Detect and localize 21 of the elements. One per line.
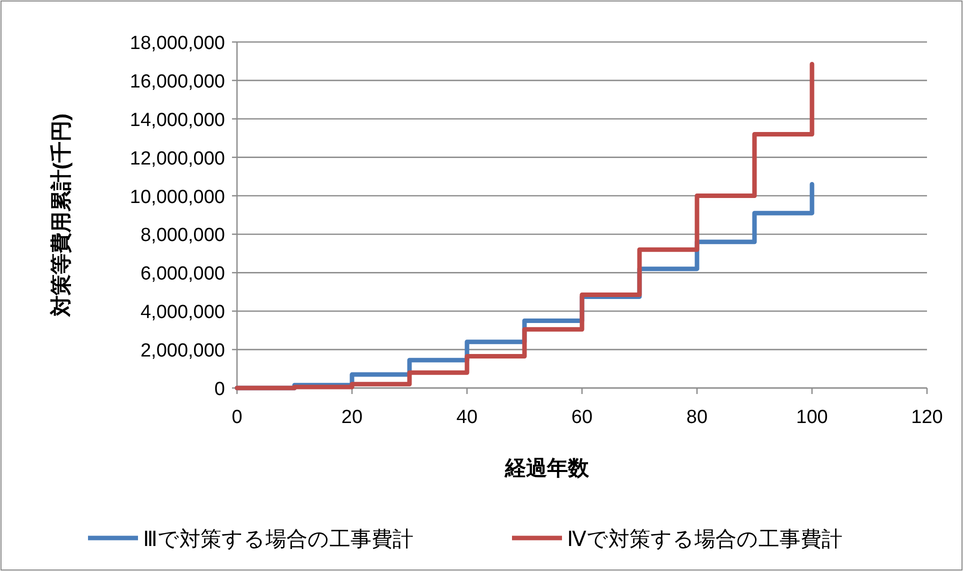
x-tick-label: 40 (456, 407, 478, 428)
y-tick-label: 18,000,000 (130, 33, 225, 54)
y-axis-title: 対策等費用累計(千円) (49, 114, 73, 318)
x-tick-label: 60 (571, 407, 593, 428)
y-tick-label: 16,000,000 (130, 71, 225, 92)
x-tick-label: 80 (686, 407, 708, 428)
y-tick-label: 4,000,000 (140, 302, 225, 324)
y-tick-label: 12,000,000 (130, 148, 225, 170)
x-tick-label: 120 (911, 407, 943, 428)
y-tick-label: 6,000,000 (140, 264, 225, 285)
x-tick-label: 100 (796, 407, 828, 428)
y-tick-label: 10,000,000 (130, 186, 225, 208)
y-tick-label: 2,000,000 (140, 340, 225, 362)
x-axis-title: 経過年数 (504, 457, 590, 480)
legend-label: Ⅲで対策する場合の工事費計 (143, 528, 414, 551)
legend-label: Ⅳで対策する場合の工事費計 (567, 528, 842, 551)
x-tick-label: 0 (232, 407, 242, 428)
y-tick-label: 8,000,000 (140, 225, 225, 246)
x-tick-label: 20 (341, 407, 363, 428)
y-tick-label: 14,000,000 (130, 110, 225, 131)
y-tick-label: 0 (214, 379, 225, 400)
